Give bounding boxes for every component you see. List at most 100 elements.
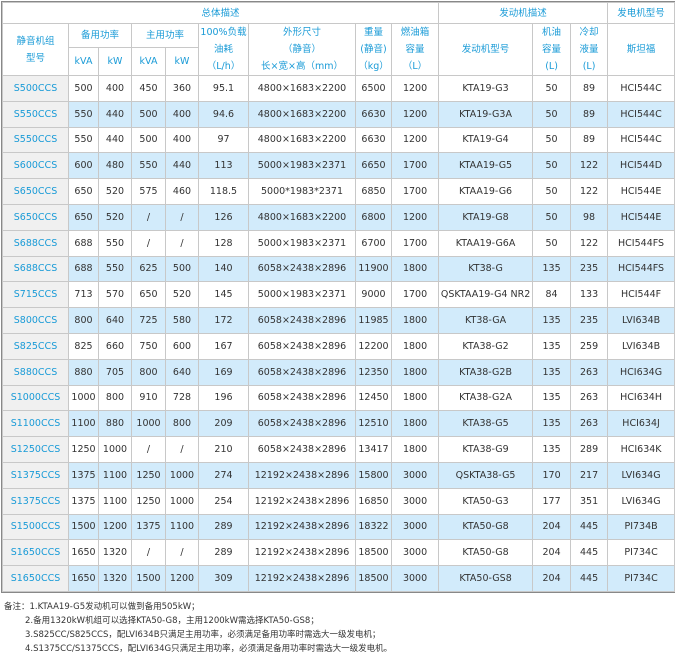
- cell-weight: 6800: [355, 203, 392, 231]
- cell-model[interactable]: S650CCS: [2, 178, 69, 205]
- cell-standby-kw: 880: [98, 410, 132, 438]
- header-dimensions: 外形尺寸 （静音） 长×宽×高（mm）: [248, 23, 356, 76]
- cell-tank: 1700: [390, 229, 440, 257]
- cell-model[interactable]: S715CCS: [2, 281, 69, 309]
- cell-prime-kva: 1500: [131, 565, 166, 592]
- cell-prime-kw: 1000: [165, 487, 199, 515]
- cell-tank: 1800: [390, 255, 440, 283]
- notes: 备注：1.KTAA19-G5发动机可以做到备用505kW； 2.备用1320kW…: [4, 600, 392, 656]
- cell-standby-kw: 550: [98, 229, 132, 257]
- cell-fuel-consumption: 126: [198, 203, 249, 231]
- cell-coolant: 351: [570, 487, 609, 515]
- cell-generator-model: HCI544F: [607, 281, 675, 309]
- cell-oil: 50: [532, 100, 572, 128]
- cell-weight: 12510: [355, 410, 392, 438]
- cell-standby-kva: 1650: [68, 565, 99, 592]
- cell-model[interactable]: S1650CCS: [2, 565, 69, 592]
- cell-engine-model: KTA38-G5: [438, 410, 534, 438]
- cell-engine-model: KTAA19-G6: [438, 178, 534, 205]
- cell-standby-kw: 520: [98, 203, 132, 231]
- cell-standby-kw: 480: [98, 152, 132, 180]
- cell-standby-kw: 705: [98, 358, 132, 386]
- cell-weight: 16850: [355, 487, 392, 515]
- table-row: S688CCS 688 550//128 5000×1983×2371 6700 1700…: [2, 229, 675, 257]
- cell-standby-kw: 1320: [98, 565, 132, 592]
- cell-oil: 135: [532, 358, 572, 386]
- cell-model[interactable]: S1650CCS: [2, 539, 69, 567]
- cell-fuel-consumption: 309: [198, 565, 249, 592]
- cell-fuel-consumption: 140: [198, 255, 249, 283]
- cell-model[interactable]: S1500CCS: [2, 513, 69, 541]
- cell-dimensions: 6058×2438×2896: [248, 410, 356, 438]
- cell-weight: 6500: [355, 75, 392, 102]
- header-engine-model: 发动机型号: [438, 23, 534, 76]
- cell-oil: 50: [532, 203, 572, 231]
- cell-prime-kva: 500: [131, 100, 166, 128]
- cell-tank: 3000: [390, 487, 440, 515]
- table-row: S1650CCS 1650 1320 1500 1200 309 12192×2438×28…: [2, 565, 675, 592]
- cell-fuel-consumption: 118.5: [198, 178, 249, 205]
- cell-standby-kva: 650: [68, 203, 99, 231]
- cell-model[interactable]: S800CCS: [2, 307, 69, 334]
- cell-prime-kw: 580: [165, 307, 199, 334]
- cell-tank: 3000: [390, 565, 440, 592]
- header-standby-kw: kW: [98, 47, 132, 76]
- cell-tank: 1700: [390, 281, 440, 309]
- cell-standby-kva: 1650: [68, 539, 99, 567]
- cell-prime-kw: /: [165, 436, 199, 463]
- cell-oil: 135: [532, 410, 572, 438]
- cell-model[interactable]: S880CCS: [2, 358, 69, 386]
- cell-model[interactable]: S1100CCS: [2, 410, 69, 438]
- cell-weight: 6650: [355, 152, 392, 180]
- cell-coolant: 89: [570, 100, 609, 128]
- cell-generator-model: LVI634G: [607, 487, 675, 515]
- cell-prime-kw: 400: [165, 126, 199, 154]
- cell-standby-kva: 713: [68, 281, 99, 309]
- cell-prime-kva: 650: [131, 281, 166, 309]
- cell-standby-kw: 550: [98, 255, 132, 283]
- cell-dimensions: 12192×2438×2896: [248, 513, 356, 541]
- cell-model[interactable]: S688CCS: [2, 255, 69, 283]
- cell-coolant: 289: [570, 436, 609, 463]
- cell-prime-kva: 550: [131, 152, 166, 180]
- cell-model[interactable]: S1250CCS: [2, 436, 69, 463]
- cell-oil: 135: [532, 384, 572, 412]
- cell-model[interactable]: S688CCS: [2, 229, 69, 257]
- table-row: S688CCS 688 550 625 500 140 6058×2438×2896 1190…: [2, 255, 675, 283]
- cell-generator-model: HCI544C: [607, 100, 675, 128]
- cell-model[interactable]: S1000CCS: [2, 384, 69, 412]
- cell-generator-model: HCI634H: [607, 384, 675, 412]
- cell-prime-kva: 1375: [131, 513, 166, 541]
- cell-standby-kw: 1320: [98, 539, 132, 567]
- cell-model[interactable]: S1375CCS: [2, 461, 69, 489]
- cell-standby-kva: 1000: [68, 384, 99, 412]
- cell-oil: 204: [532, 539, 572, 567]
- cell-model[interactable]: S600CCS: [2, 152, 69, 180]
- cell-fuel-consumption: 113: [198, 152, 249, 180]
- cell-model[interactable]: S650CCS: [2, 203, 69, 231]
- table-row: S550CCS 550 440 500 400 94.6 4800×1683×2200 663…: [2, 100, 675, 128]
- cell-weight: 18500: [355, 565, 392, 592]
- cell-model[interactable]: S1375CCS: [2, 487, 69, 515]
- cell-generator-model: HCI544D: [607, 152, 675, 180]
- cell-standby-kva: 688: [68, 255, 99, 283]
- spec-table-container: 总体描述 发动机描述 发电机型号 静音机组 型号 备用功率 主用功率 100%负载…: [1, 1, 675, 593]
- cell-weight: 6700: [355, 229, 392, 257]
- cell-fuel-consumption: 289: [198, 513, 249, 541]
- cell-prime-kva: 500: [131, 126, 166, 154]
- cell-model[interactable]: S550CCS: [2, 100, 69, 128]
- cell-prime-kva: 575: [131, 178, 166, 205]
- table-row: S715CCS 713 570 650 520 145 5000×1983×2371 9000…: [2, 281, 675, 309]
- cell-model[interactable]: S825CCS: [2, 332, 69, 360]
- cell-model[interactable]: S550CCS: [2, 126, 69, 154]
- cell-weight: 6850: [355, 178, 392, 205]
- cell-fuel-consumption: 254: [198, 487, 249, 515]
- cell-generator-model: PI734C: [607, 565, 675, 592]
- cell-generator-model: PI734B: [607, 513, 675, 541]
- header-model: 静音机组 型号: [2, 23, 69, 76]
- cell-tank: 3000: [390, 539, 440, 567]
- cell-model[interactable]: S500CCS: [2, 75, 69, 102]
- cell-prime-kw: 440: [165, 152, 199, 180]
- cell-prime-kw: /: [165, 203, 199, 231]
- cell-dimensions: 6058×2438×2896: [248, 332, 356, 360]
